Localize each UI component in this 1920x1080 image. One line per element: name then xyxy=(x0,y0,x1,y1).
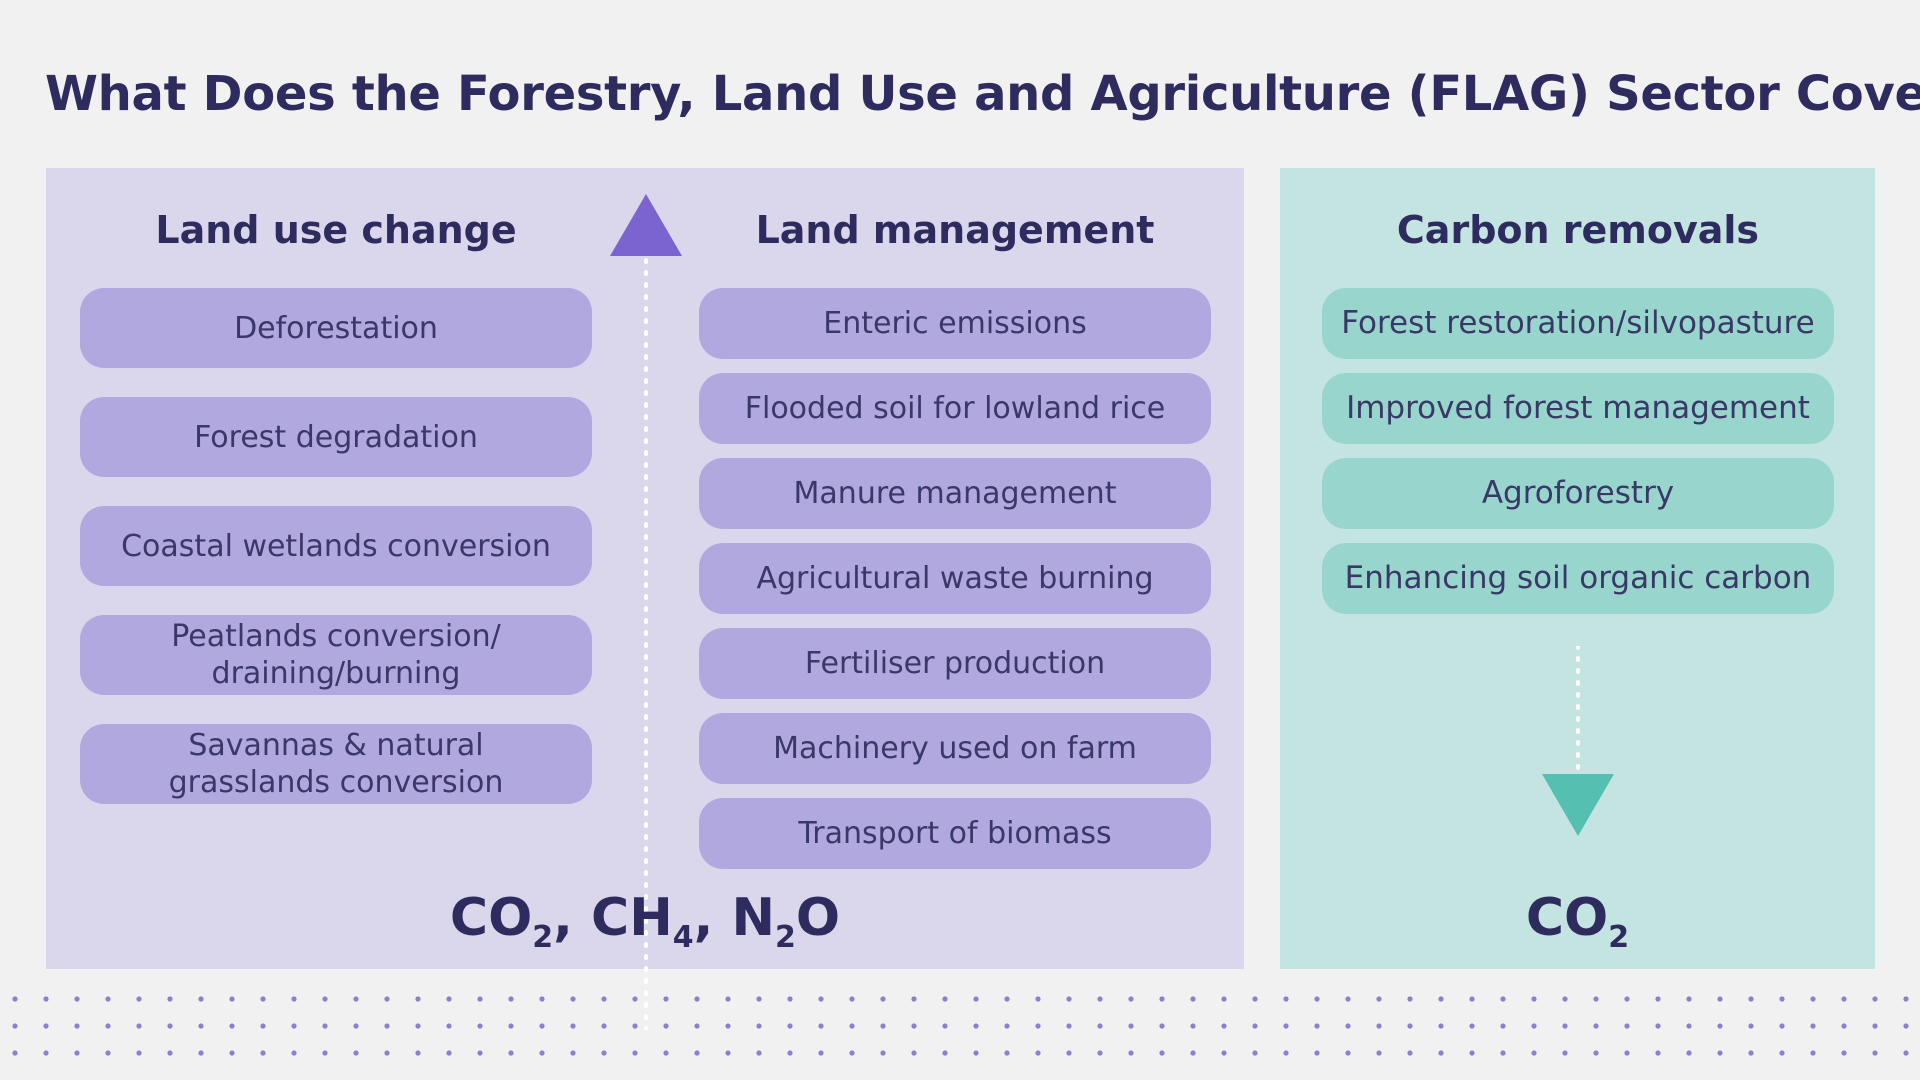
land-management-heading: Land management xyxy=(755,208,1155,252)
land-use-change-heading: Land use change xyxy=(155,208,517,252)
list-item: Manure management xyxy=(699,458,1211,529)
dot-pattern-decoration xyxy=(0,990,1920,1060)
land-management-list: Enteric emissions Flooded soil for lowla… xyxy=(699,288,1211,869)
list-item: Savannas & natural grasslands conversion xyxy=(80,724,592,804)
list-item: Agricultural waste burning xyxy=(699,543,1211,614)
emission-gases-label: CO2, CH4, N2O xyxy=(449,888,841,955)
list-item: Transport of biomass xyxy=(699,798,1211,869)
carbon-removals-heading: Carbon removals xyxy=(1396,208,1760,252)
carbon-removals-list: Forest restoration/silvopasture Improved… xyxy=(1322,288,1834,614)
list-item: Fertiliser production xyxy=(699,628,1211,699)
list-item: Machinery used on farm xyxy=(699,713,1211,784)
list-item: Forest restoration/silvopasture xyxy=(1322,288,1834,359)
removal-gas-label: CO2 xyxy=(1525,888,1630,955)
list-item: Deforestation xyxy=(80,288,592,368)
removals-panel: Carbon removals Forest restoration/silvo… xyxy=(1280,168,1875,969)
list-item: Forest degradation xyxy=(80,397,592,477)
land-use-change-list: Deforestation Forest degradation Coastal… xyxy=(80,288,592,804)
list-item: Coastal wetlands conversion xyxy=(80,506,592,586)
list-item: Flooded soil for lowland rice xyxy=(699,373,1211,444)
list-item: Peatlands conversion/ draining/burning xyxy=(80,615,592,695)
triangle-down-arrow-icon xyxy=(1542,646,1614,836)
list-item: Agroforestry xyxy=(1322,458,1834,529)
list-item: Enhancing soil organic carbon xyxy=(1322,543,1834,614)
triangle-up-arrow-icon xyxy=(610,194,682,1030)
list-item: Enteric emissions xyxy=(699,288,1211,359)
list-item: Improved forest management xyxy=(1322,373,1834,444)
page-title: What Does the Forestry, Land Use and Agr… xyxy=(45,66,1920,122)
emissions-panel: Land use change Deforestation Forest deg… xyxy=(46,168,1244,1030)
